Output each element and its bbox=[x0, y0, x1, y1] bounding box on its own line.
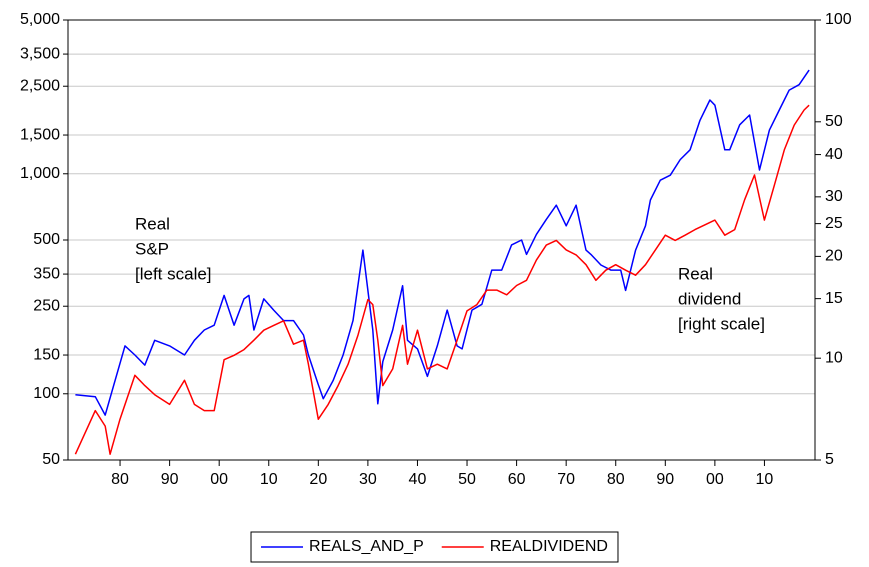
x-tick-label: 80 bbox=[111, 471, 129, 488]
annotation: dividend bbox=[678, 289, 741, 308]
x-tick-label: 50 bbox=[458, 471, 476, 488]
annotation: Real bbox=[135, 214, 170, 233]
x-tick-label: 10 bbox=[756, 471, 774, 488]
y2-tick-label: 40 bbox=[825, 146, 843, 163]
y-tick-label: 2,500 bbox=[20, 77, 60, 94]
annotation: [right scale] bbox=[678, 314, 765, 333]
x-tick-label: 40 bbox=[409, 471, 427, 488]
y-tick-label: 5,000 bbox=[20, 11, 60, 28]
annotation: S&P bbox=[135, 239, 169, 258]
y2-tick-label: 30 bbox=[825, 188, 843, 205]
legend-label: REALDIVIDEND bbox=[490, 538, 608, 555]
legend: REALS_AND_P REALDIVIDEND bbox=[250, 531, 619, 563]
y2-tick-label: 100 bbox=[825, 11, 852, 28]
x-tick-label: 80 bbox=[607, 471, 625, 488]
series-line bbox=[75, 69, 810, 416]
y2-tick-label: 50 bbox=[825, 113, 843, 130]
y-tick-label: 1,000 bbox=[20, 165, 60, 182]
plot-frame bbox=[67, 19, 816, 461]
x-tick-label: 10 bbox=[260, 471, 278, 488]
annotation: Real bbox=[678, 264, 713, 283]
series-line bbox=[74, 104, 810, 455]
legend-label: REALS_AND_P bbox=[309, 538, 424, 555]
y-tick-label: 3,500 bbox=[20, 45, 60, 62]
y2-tick-label: 15 bbox=[825, 290, 843, 307]
y-tick-label: 150 bbox=[33, 346, 60, 363]
x-tick-label: 20 bbox=[309, 471, 327, 488]
y-tick-label: 100 bbox=[33, 385, 60, 402]
x-tick-label: 00 bbox=[706, 471, 724, 488]
y-tick-label: 350 bbox=[33, 265, 60, 282]
y2-tick-label: 25 bbox=[825, 215, 843, 232]
x-tick-label: 60 bbox=[508, 471, 526, 488]
y2-tick-label: 20 bbox=[825, 248, 843, 265]
y-tick-label: 1,500 bbox=[20, 126, 60, 143]
x-tick-label: 90 bbox=[161, 471, 179, 488]
x-tick-label: 00 bbox=[210, 471, 228, 488]
y-tick-label: 50 bbox=[42, 451, 60, 468]
legend-box bbox=[250, 531, 619, 563]
y2-tick-label: 10 bbox=[825, 349, 843, 366]
y2-tick-label: 5 bbox=[825, 451, 834, 468]
x-tick-label: 90 bbox=[656, 471, 674, 488]
y-tick-label: 250 bbox=[33, 297, 60, 314]
x-tick-label: 70 bbox=[557, 471, 575, 488]
annotation: [left scale] bbox=[135, 264, 212, 283]
x-tick-label: 30 bbox=[359, 471, 377, 488]
y-tick-label: 500 bbox=[33, 231, 60, 248]
